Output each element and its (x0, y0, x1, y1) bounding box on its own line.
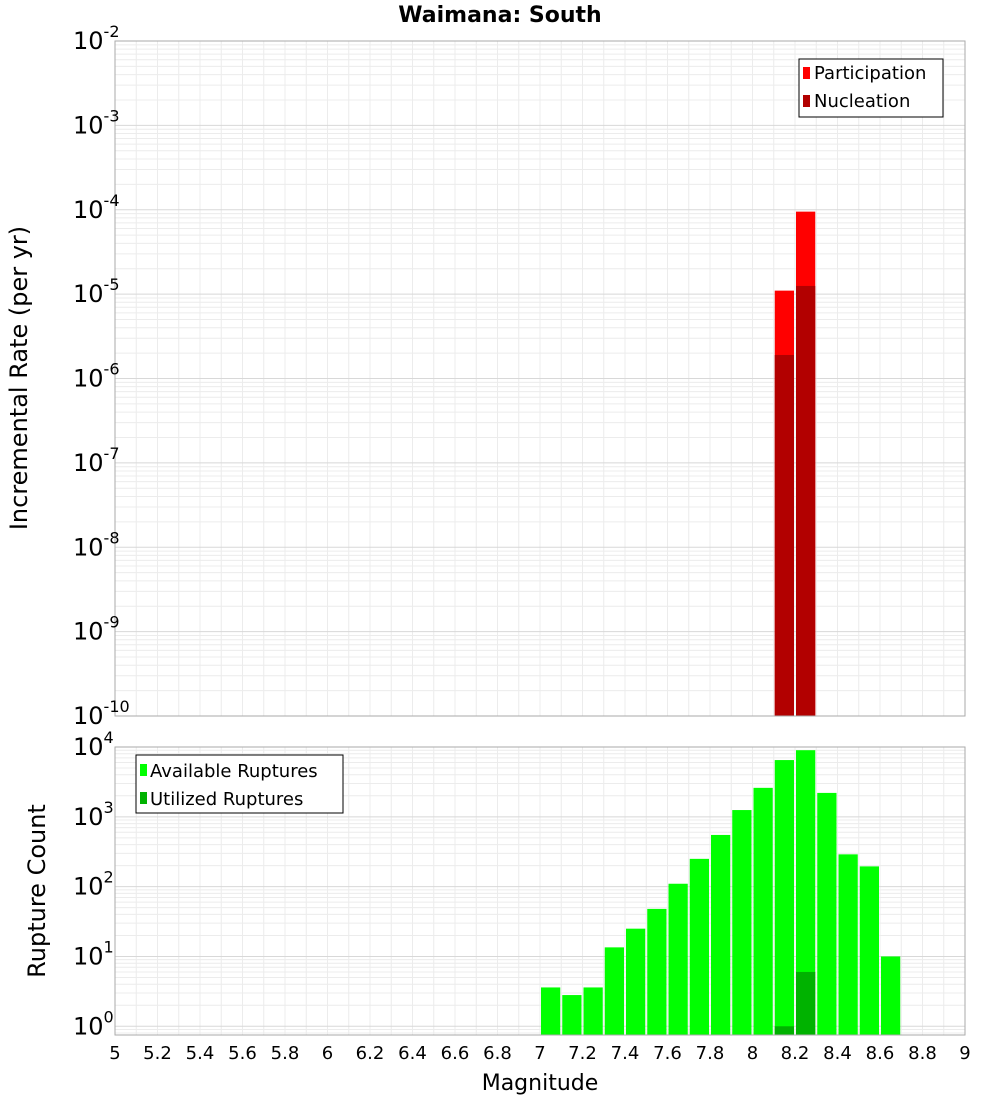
x-tick-label: 5.2 (143, 1043, 172, 1064)
top-legend: Participation Nucleation (798, 58, 944, 118)
count-bar-a (604, 947, 624, 1035)
count-bar-a (774, 760, 794, 1035)
top-y-axis-label: Incremental Rate (per yr) (5, 226, 33, 530)
x-tick-label: 5.8 (271, 1043, 300, 1064)
bottom-y-tick-label: 102 (73, 868, 114, 901)
rate-bar-b (774, 354, 794, 716)
x-tick-label: 6.2 (356, 1043, 385, 1064)
count-bar-a (859, 866, 879, 1035)
x-tick-label: 9 (959, 1043, 970, 1064)
count-bar-a (753, 787, 773, 1035)
rate-bar-b (796, 285, 816, 716)
x-tick-label: 7.8 (696, 1043, 725, 1064)
top-y-tick-label: 10-9 (73, 613, 120, 646)
x-tick-label: 5 (109, 1043, 120, 1064)
legend-label-utilized: Utilized Ruptures (150, 789, 303, 810)
bottom-y-tick-label: 101 (73, 937, 114, 970)
x-tick-label: 8.2 (781, 1043, 810, 1064)
count-bar-a (541, 987, 561, 1035)
top-legend-box (798, 58, 944, 118)
x-tick-label: 8.6 (866, 1043, 895, 1064)
top-y-tick-label: 10-4 (73, 191, 120, 224)
count-bar-a (817, 792, 837, 1035)
x-tick-label: 8.8 (908, 1043, 937, 1064)
count-bar-a (881, 956, 901, 1035)
legend-swatch-available (140, 764, 147, 776)
bottom-y-ticks: 100 101 102 103 104 (73, 728, 114, 1040)
count-bar-b (796, 971, 816, 1035)
bottom-y-axis-label: Rupture Count (23, 804, 51, 978)
legend-label-available: Available Ruptures (150, 761, 318, 782)
x-tick-label: 7.6 (653, 1043, 682, 1064)
x-tick-label: 6 (322, 1043, 333, 1064)
count-bar-b (774, 1026, 794, 1035)
bottom-plot-frame (114, 746, 966, 1036)
top-y-tick-label: 10-10 (73, 697, 130, 730)
count-bar-a (796, 750, 816, 1035)
x-axis-label: Magnitude (482, 1071, 599, 1096)
legend-label-participation: Participation (814, 63, 926, 84)
count-bar-a (583, 987, 603, 1035)
top-y-ticks: 10-10 10-9 10-8 10-7 10-6 10-5 10-4 10-3 10-2 (73, 22, 130, 730)
top-plot: 10-10 10-9 10-8 10-7 10-6 10-5 10-4 10-3 10-2 In… (5, 22, 966, 730)
x-tick-label: 5.4 (186, 1043, 215, 1064)
x-tick-label: 6.4 (398, 1043, 427, 1064)
x-tick-label: 7 (534, 1043, 545, 1064)
x-tick-label: 8 (747, 1043, 758, 1064)
top-y-tick-label: 10-8 (73, 528, 120, 561)
x-tick-label: 5.6 (228, 1043, 257, 1064)
bottom-y-tick-label: 103 (73, 798, 114, 831)
top-bars (774, 211, 816, 716)
x-tick-label: 6.6 (441, 1043, 470, 1064)
bottom-y-tick-label: 100 (73, 1007, 114, 1040)
top-grid (114, 40, 966, 717)
legend-swatch-nucleation (803, 95, 810, 107)
count-bar-a (626, 928, 646, 1035)
top-y-tick-label: 10-5 (73, 275, 120, 308)
count-bar-a (562, 995, 582, 1035)
count-bar-a (647, 908, 667, 1035)
x-tick-label: 7.4 (611, 1043, 640, 1064)
bottom-plot: 100 101 102 103 104 5 5.2 5.4 5.6 5.8 6 6.2 6.4 6.6 6… (23, 728, 971, 1096)
x-tick-label: 7.2 (568, 1043, 597, 1064)
count-bar-a (732, 810, 752, 1035)
count-bar-a (689, 858, 709, 1035)
bottom-legend-box (135, 754, 344, 814)
top-y-tick-label: 10-2 (73, 22, 120, 55)
bottom-legend: Available Ruptures Utilized Ruptures (135, 754, 344, 814)
top-y-tick-label: 10-7 (73, 444, 120, 477)
bottom-bars (541, 750, 901, 1035)
top-plot-frame (114, 40, 966, 717)
bottom-x-ticks: 5 5.2 5.4 5.6 5.8 6 6.2 6.4 6.6 6.8 7 7.2 7.4 7.6 7.8 8… (109, 1043, 970, 1064)
legend-swatch-participation (803, 67, 810, 79)
legend-label-nucleation: Nucleation (814, 91, 910, 112)
count-bar-a (838, 854, 858, 1035)
count-bar-a (668, 883, 688, 1035)
bottom-y-tick-label: 104 (73, 728, 114, 761)
count-bar-a (711, 834, 731, 1035)
x-tick-label: 6.8 (483, 1043, 512, 1064)
top-y-tick-label: 10-3 (73, 106, 120, 139)
top-y-tick-label: 10-6 (73, 360, 120, 393)
x-tick-label: 8.4 (823, 1043, 852, 1064)
legend-swatch-utilized (140, 792, 147, 804)
chart-title: Waimana: South (398, 3, 601, 28)
